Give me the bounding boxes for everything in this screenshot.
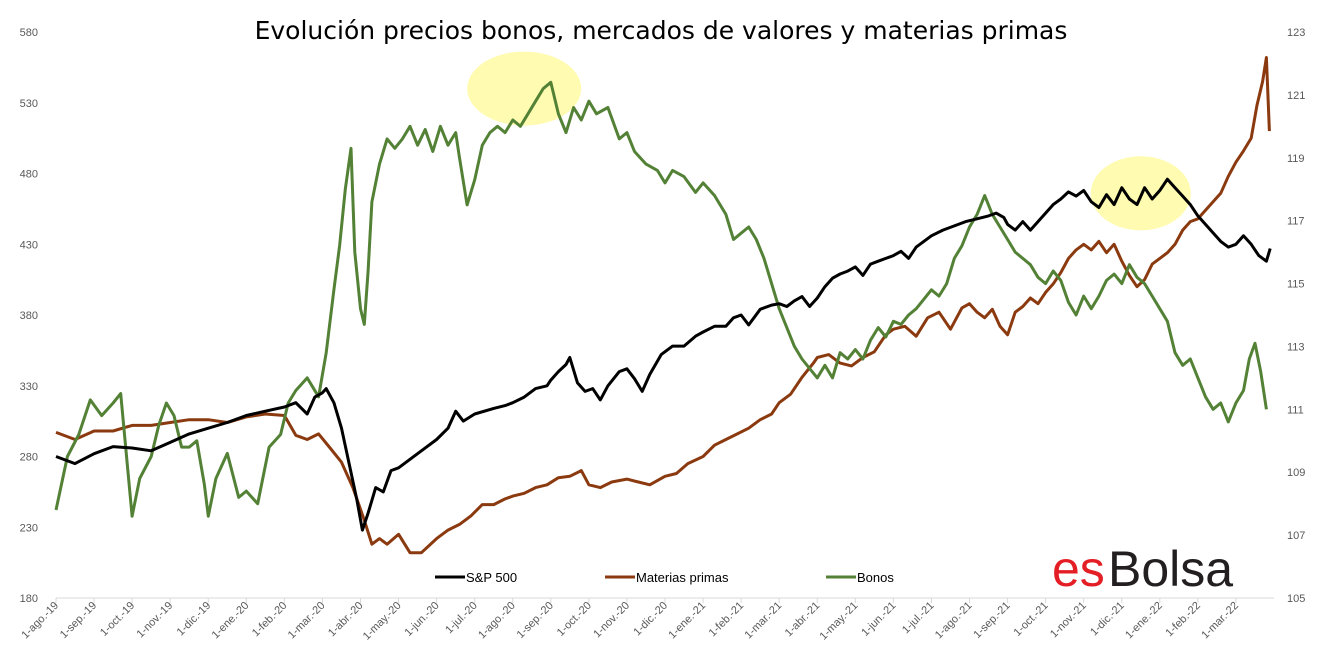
x-tick-label: 1-may.-21 xyxy=(818,600,861,643)
legend: S&P 500 Materias primas Bonos xyxy=(435,570,894,585)
x-tick-label: 1-dic.-19 xyxy=(175,600,214,639)
left-tick-label: 280 xyxy=(20,452,38,464)
x-tick-label: 1-nov.-19 xyxy=(135,600,176,641)
right-tick-label: 107 xyxy=(1287,530,1305,542)
x-tick-label: 1-dic.-21 xyxy=(1088,600,1127,639)
x-tick-label: 1-oct.-19 xyxy=(98,600,137,639)
x-tick-label: 1-nov.-20 xyxy=(591,600,632,641)
legend-label: Bonos xyxy=(857,570,894,585)
x-tick-label: 1-sep.-19 xyxy=(58,600,99,641)
chart-title: Evolución precios bonos, mercados de val… xyxy=(255,16,1068,45)
x-tick-label: 1-jun.-20 xyxy=(403,600,442,639)
legend-label: S&P 500 xyxy=(466,570,517,585)
x-tick-label: 1-jul.-21 xyxy=(900,600,937,637)
x-tick-label: 1-mar.-22 xyxy=(1199,600,1241,642)
x-tick-label: 1-may.-20 xyxy=(361,600,404,643)
series-line-s-p-500 xyxy=(55,177,1272,532)
right-tick-label: 111 xyxy=(1287,404,1304,416)
x-tick-label: 1-jun.-21 xyxy=(859,600,898,639)
right-tick-label: 109 xyxy=(1287,467,1305,479)
right-axis-ticks: 123 121 119 117 115 113 111 109 107 105 xyxy=(1287,27,1305,605)
x-tick-label: 1-oct.-21 xyxy=(1012,600,1051,639)
right-tick-label: 119 xyxy=(1287,153,1305,165)
x-tick-label: 1-feb.-20 xyxy=(250,600,290,640)
left-tick-label: 180 xyxy=(20,593,38,605)
x-tick-label: 1-jul.-20 xyxy=(443,600,480,637)
x-tick-label: 1-ene.-21 xyxy=(666,600,708,642)
left-tick-label: 330 xyxy=(20,381,38,393)
left-tick-label: 230 xyxy=(20,522,38,534)
left-axis-ticks: 580 530 480 430 380 330 280 230 180 xyxy=(20,27,38,605)
series-line-bonos xyxy=(54,80,1268,518)
right-tick-label: 117 xyxy=(1287,216,1305,228)
x-tick-label: 1-ene.-20 xyxy=(210,600,252,642)
left-tick-label: 580 xyxy=(20,27,38,39)
x-axis: 1-ago.-191-sep.-191-oct.-191-nov.-19 1-di… xyxy=(19,597,1274,643)
right-tick-label: 105 xyxy=(1287,593,1305,605)
x-tick-label: 1-ago.-19 xyxy=(19,600,61,642)
esbolsa-logo: es Bolsa xyxy=(1052,541,1233,597)
x-tick-label: 1-oct.-20 xyxy=(555,600,594,639)
left-tick-label: 480 xyxy=(20,169,38,181)
x-tick-label: 1-ene.-22 xyxy=(1123,600,1165,642)
x-tick-label: 1-feb.-21 xyxy=(707,600,747,640)
logo-es-text: es xyxy=(1052,541,1105,597)
highlight-ellipse-1 xyxy=(467,51,582,126)
x-tick-label: 1-mar.-20 xyxy=(286,600,328,642)
series-lines xyxy=(54,56,1272,555)
logo-bolsa-text: Bolsa xyxy=(1108,541,1233,597)
x-tick-label: 1-feb.-22 xyxy=(1163,600,1203,640)
right-tick-label: 115 xyxy=(1287,279,1305,291)
left-tick-label: 380 xyxy=(20,310,38,322)
x-tick-label: 1-ago.-21 xyxy=(933,600,975,642)
highlight-annotations xyxy=(467,51,1191,231)
right-tick-label: 121 xyxy=(1287,90,1305,102)
legend-label: Materias primas xyxy=(636,570,729,585)
x-tick-label: 1-dic.-20 xyxy=(631,600,670,639)
x-tick-label: 1-ago.-20 xyxy=(476,600,518,642)
left-tick-label: 430 xyxy=(20,239,38,251)
right-tick-label: 113 xyxy=(1287,341,1305,353)
left-tick-label: 530 xyxy=(20,98,38,110)
x-tick-label: 1-sep.-20 xyxy=(515,600,556,641)
x-tick-label: 1-abr.-20 xyxy=(326,600,366,640)
right-tick-label: 123 xyxy=(1287,27,1305,39)
x-tick-label: 1-nov.-21 xyxy=(1048,600,1089,641)
x-tick-label: 1-abr.-21 xyxy=(783,600,823,640)
x-tick-label: 1-mar.-21 xyxy=(743,600,785,642)
x-tick-label: 1-sep.-21 xyxy=(971,600,1012,641)
